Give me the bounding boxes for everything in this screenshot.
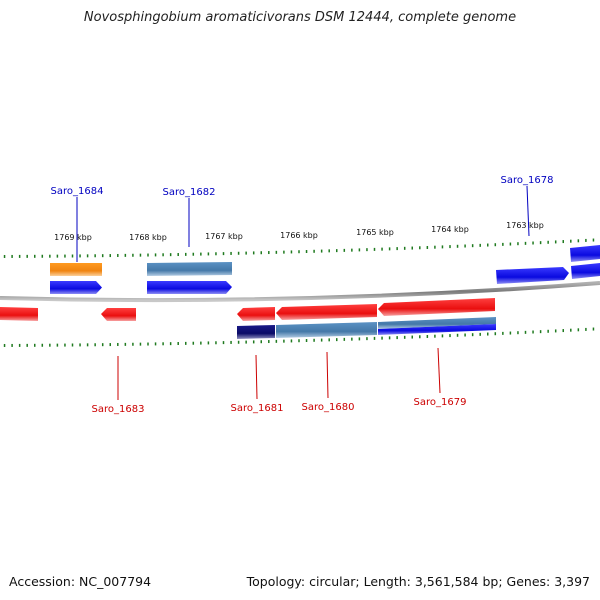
gene-saro-1683[interactable] xyxy=(101,308,136,321)
gene-saro-1684-orange[interactable] xyxy=(50,263,102,276)
gene-saro-1681-navy[interactable] xyxy=(237,325,275,339)
scale-label: 1765 kbp xyxy=(356,228,394,237)
topology-label: Topology: circular; Length: 3,561,584 bp… xyxy=(246,574,590,589)
gene-saro-1679[interactable] xyxy=(378,298,495,316)
gene-label-saro-1681[interactable]: Saro_1681 xyxy=(231,403,284,414)
gene-saro-1682-steel[interactable] xyxy=(147,262,232,276)
gene-saro-1681[interactable] xyxy=(237,307,275,321)
gene-saro-1679-blue[interactable] xyxy=(378,324,496,335)
gene-saro-1684[interactable] xyxy=(50,281,102,294)
gene-saro-1680[interactable] xyxy=(276,304,377,320)
gene-saro-1680-steel[interactable] xyxy=(276,322,377,338)
genome-backbone xyxy=(0,281,600,303)
gene-reverse-edge-left[interactable] xyxy=(0,307,38,321)
genome-title: Novosphingobium aromaticivorans DSM 1244… xyxy=(83,10,517,25)
gene-label-saro-1680[interactable]: Saro_1680 xyxy=(302,402,355,413)
scale-label: 1767 kbp xyxy=(205,232,243,241)
leader-line xyxy=(326,351,329,399)
gene-saro-1678[interactable] xyxy=(496,267,569,284)
label-leader-lines xyxy=(76,185,530,400)
leader-line xyxy=(526,185,530,237)
gene-label-saro-1679[interactable]: Saro_1679 xyxy=(414,397,467,408)
gene-label-saro-1684[interactable]: Saro_1684 xyxy=(51,186,104,197)
scale-label: 1764 kbp xyxy=(431,225,469,234)
gene-saro-1682[interactable] xyxy=(147,281,232,294)
gene-label-saro-1682[interactable]: Saro_1682 xyxy=(163,187,216,198)
scale-label: 1768 kbp xyxy=(129,233,167,242)
scale-label: 1766 kbp xyxy=(280,231,318,240)
gene-labels: Saro_1684 Saro_1682 Saro_1678 Saro_1683 … xyxy=(51,175,554,415)
gene-forward-edge-upper[interactable] xyxy=(570,245,600,262)
forward-strand-genes xyxy=(50,245,600,294)
scale-ticks-top xyxy=(3,238,595,258)
leader-line xyxy=(255,354,258,400)
gene-label-saro-1683[interactable]: Saro_1683 xyxy=(92,404,145,415)
scale-label: 1763 kbp xyxy=(506,221,544,230)
scale-ticks-bottom xyxy=(3,327,595,347)
gene-saro-1679-steel[interactable] xyxy=(378,317,496,329)
accession-label: Accession: NC_007794 xyxy=(9,574,152,589)
leader-line xyxy=(437,347,441,394)
gene-label-saro-1678[interactable]: Saro_1678 xyxy=(501,175,554,186)
gene-forward-edge-lower[interactable] xyxy=(571,263,600,279)
scale-labels: 1769 kbp 1768 kbp 1767 kbp 1766 kbp 1765… xyxy=(54,221,544,242)
reverse-strand-genes xyxy=(0,298,496,339)
scale-label: 1769 kbp xyxy=(54,233,92,242)
